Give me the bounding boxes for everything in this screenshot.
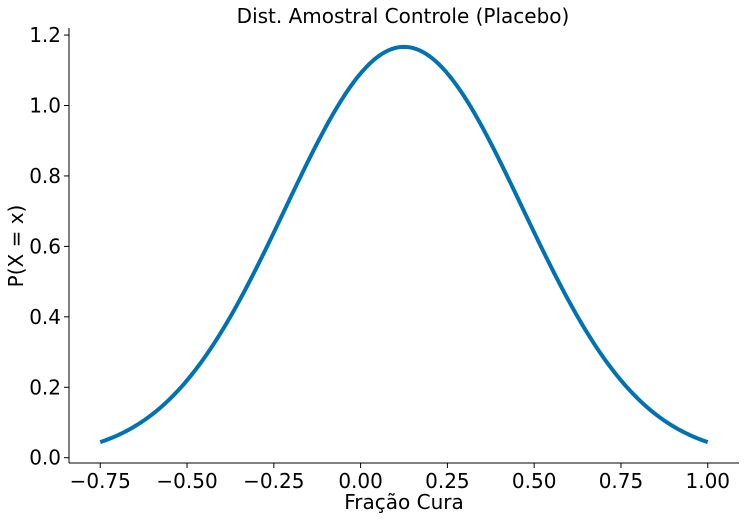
y-tick-label: 1.2 xyxy=(29,23,61,47)
chart-title: Dist. Amostral Controle (Placebo) xyxy=(237,4,570,28)
y-tick-label: 1.0 xyxy=(29,93,61,117)
x-tick-label: 0.00 xyxy=(338,469,383,493)
y-tick-label: 0.2 xyxy=(29,375,61,399)
x-tick-label: 0.50 xyxy=(512,469,557,493)
y-tick-label: 0.8 xyxy=(29,164,61,188)
x-axis-title: Fração Cura xyxy=(344,490,464,514)
x-tick-label: −0.50 xyxy=(156,469,217,493)
x-tick-label: −0.25 xyxy=(243,469,304,493)
y-axis-ticks: 0.0 0.2 0.4 0.6 0.8 1.0 1.2 xyxy=(29,23,69,470)
y-tick-label: 0.0 xyxy=(29,446,61,470)
x-tick-label: 0.75 xyxy=(599,469,644,493)
y-axis-title: P(X = x) xyxy=(4,205,28,288)
x-tick-label: 1.00 xyxy=(685,469,730,493)
x-tick-label: −0.75 xyxy=(70,469,131,493)
series-line-0 xyxy=(99,44,709,445)
y-tick-label: 0.6 xyxy=(29,234,61,258)
x-tick-label: 0.25 xyxy=(425,469,470,493)
plot-area xyxy=(99,44,709,445)
x-axis-ticks: −0.75 −0.50 −0.25 0.00 0.25 0.50 0.75 1.00 xyxy=(70,463,730,493)
y-tick-label: 0.4 xyxy=(29,305,61,329)
